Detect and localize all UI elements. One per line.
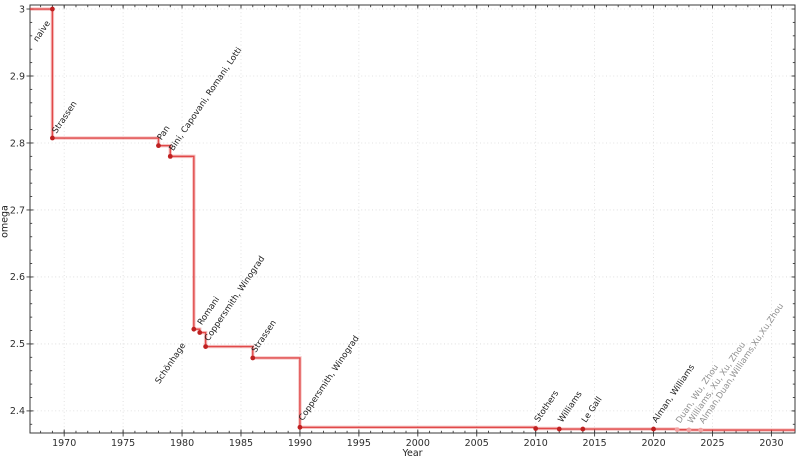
x-tick-label: 1975 bbox=[111, 438, 135, 449]
point-label: Coppersmith, Winograd bbox=[297, 334, 361, 423]
y-tick-label: 2.9 bbox=[10, 71, 25, 82]
grid-lines bbox=[30, 5, 795, 433]
data-point bbox=[556, 426, 562, 432]
x-tick-label: 1980 bbox=[170, 438, 194, 449]
x-tick-label: 2030 bbox=[759, 438, 783, 449]
point-label: Le Gall bbox=[580, 395, 605, 425]
data-point bbox=[686, 427, 692, 433]
x-tick-label: 2005 bbox=[465, 438, 489, 449]
data-point bbox=[651, 426, 656, 432]
y-tick-label: 2.8 bbox=[10, 138, 25, 149]
x-tick-label: 2025 bbox=[700, 438, 724, 449]
x-tick-label: 2020 bbox=[641, 438, 665, 449]
data-point bbox=[297, 424, 303, 430]
data-point bbox=[167, 153, 173, 159]
x-tick-label: 2015 bbox=[583, 438, 607, 449]
point-label: Bini, Capovani, Romani, Lotti bbox=[167, 46, 244, 153]
y-tick-label: 2.4 bbox=[10, 406, 25, 417]
plot-frame bbox=[29, 4, 796, 434]
tick-labels: 1970 1975 1980 1985 1990 1995 2000 2005 2010 2015… bbox=[10, 4, 784, 449]
axis-ticks bbox=[26, 5, 796, 437]
point-label: Strassen bbox=[51, 100, 80, 136]
y-tick-label: 3 bbox=[19, 4, 25, 15]
data-point bbox=[50, 6, 55, 12]
data-point bbox=[250, 355, 256, 361]
point-label: Strassen bbox=[250, 318, 279, 354]
series-line bbox=[30, 7, 795, 432]
x-tick-label: 1990 bbox=[288, 438, 312, 449]
x-tick-label: 1995 bbox=[347, 438, 371, 449]
data-point bbox=[203, 344, 209, 349]
x-tick-label: 1970 bbox=[52, 438, 76, 449]
point-label: Pan bbox=[156, 124, 173, 142]
x-tick-label: 1985 bbox=[229, 438, 253, 449]
point-label: Williams, Xu, Xu, Zhou bbox=[686, 340, 748, 425]
x-tick-label: 2000 bbox=[406, 438, 430, 449]
data-point bbox=[580, 426, 586, 432]
data-point bbox=[156, 143, 161, 149]
data-points bbox=[50, 6, 704, 433]
data-point bbox=[50, 135, 55, 141]
y-axis-label: omega bbox=[0, 205, 11, 238]
y-tick-label: 2.6 bbox=[10, 272, 25, 283]
point-label: naive bbox=[32, 19, 53, 44]
data-point bbox=[674, 427, 680, 433]
data-point bbox=[197, 330, 203, 335]
x-axis-label: Year bbox=[402, 448, 423, 459]
y-tick-label: 2.5 bbox=[10, 339, 25, 350]
data-point bbox=[533, 426, 539, 431]
x-tick-label: 2010 bbox=[524, 438, 548, 449]
point-label: Schönhage bbox=[154, 341, 189, 386]
y-tick-label: 2.7 bbox=[10, 205, 25, 216]
data-point bbox=[191, 326, 197, 332]
data-point bbox=[698, 427, 704, 433]
